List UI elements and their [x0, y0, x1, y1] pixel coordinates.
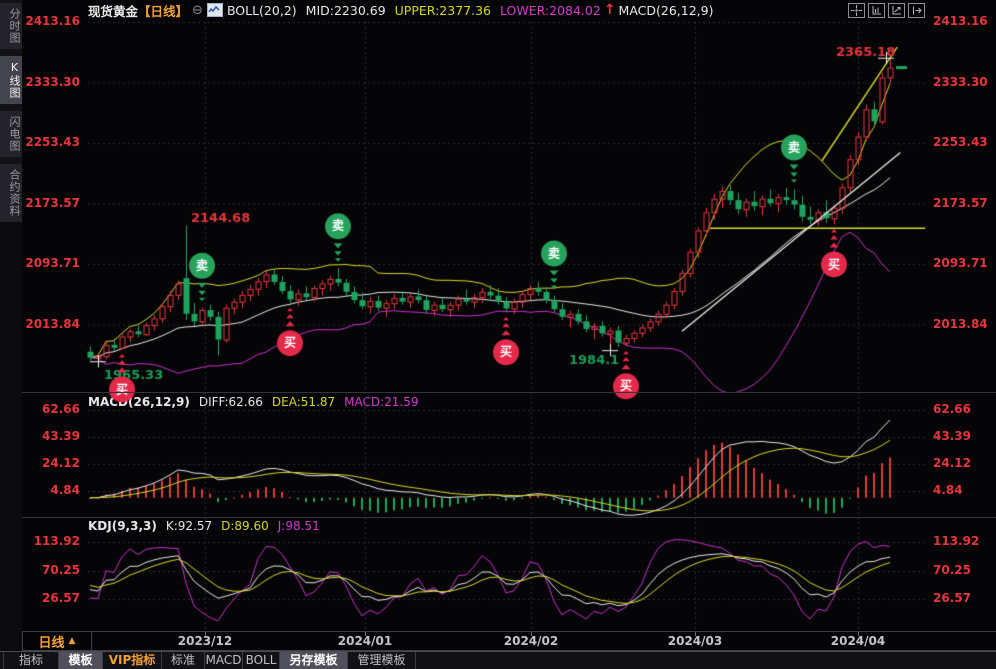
boll-lower-value: LOWER:2084.02: [499, 2, 601, 18]
bottom-tab-templates[interactable]: 模板: [59, 652, 103, 669]
x-axis-month-label: 2024/01: [337, 634, 393, 648]
axis-label: 62.66: [933, 402, 971, 416]
axis-label: 2413.16: [933, 14, 988, 28]
axis-label: 62.66: [42, 402, 80, 416]
x-axis-month-label: 2024/02: [503, 634, 559, 648]
bottom-tab-indicators[interactable]: 指标: [3, 652, 59, 669]
axis-label: 70.25: [933, 563, 971, 577]
x-axis-tick: [365, 632, 366, 636]
bottom-toolbar: 指标 模板 VIP指标 标准 MACD BOLL 另存模板 管理模板: [0, 651, 996, 669]
axis-label: 2093.71: [933, 256, 988, 270]
axis-label: 24.12: [42, 456, 80, 470]
x-axis-tick: [531, 632, 532, 636]
period-tag: 【日线】: [138, 3, 189, 19]
up-arrow-icon: ↑: [603, 2, 616, 18]
sidebar-strip: [0, 0, 22, 216]
x-axis-month-label: 2023/12: [177, 634, 233, 648]
macd-kdj-divider[interactable]: [22, 517, 996, 518]
symbol-title: 现货黄金: [88, 3, 139, 19]
axis-label: 2173.57: [933, 195, 988, 210]
axis-label: 43.39: [42, 429, 80, 443]
triangle-up-icon: ▲: [68, 636, 76, 646]
axis-label: 26.57: [933, 591, 971, 605]
boll-mid-value: MID:2230.69: [305, 2, 386, 18]
sidebar-tab-flash-chart[interactable]: 闪电图: [0, 111, 22, 157]
bottom-tab-vip-indicators[interactable]: VIP指标: [103, 652, 162, 669]
x-axis-month-label: 2024/04: [830, 634, 886, 648]
main-macd-divider[interactable]: [22, 392, 996, 393]
axis-label: 2013.84: [933, 316, 988, 331]
boll-upper-value: UPPER:2377.36: [394, 2, 491, 18]
axis-chart-tool-icon[interactable]: [868, 3, 885, 18]
boll-param-label[interactable]: BOLL(20,2): [226, 2, 297, 18]
bottom-tab-save-template[interactable]: 另存模板: [280, 652, 348, 669]
axis-label: 4.84: [933, 483, 963, 497]
axis-arrow-tool-icon[interactable]: [888, 3, 905, 18]
bottom-tab-boll[interactable]: BOLL: [243, 652, 280, 669]
axis-label: 2173.57: [25, 195, 80, 210]
axis-label: 2333.30: [933, 74, 988, 89]
axis-label: 2413.16: [25, 14, 80, 28]
x-axis-row: 日线 ▲ 2023/12 2024/01 2024/02 2024/03 2024/04: [22, 631, 996, 651]
x-axis-tick: [205, 632, 206, 636]
crosshair-tool-icon[interactable]: [848, 3, 865, 18]
axis-label: 2253.43: [933, 135, 988, 149]
sidebar-tab-kline-chart[interactable]: K线图: [0, 56, 22, 104]
axis-label: 2253.43: [25, 135, 80, 149]
sidebar-tabs: 分时图 K线图闪电图合约资料: [0, 3, 22, 222]
axis-label: 4.84: [50, 483, 80, 497]
macd-param-label[interactable]: MACD(26,12,9): [618, 2, 714, 18]
axis-label: 70.25: [42, 563, 80, 577]
left-sidebar: 分时图 K线图闪电图合约资料: [0, 0, 22, 651]
bottom-tab-manage-templates[interactable]: 管理模板: [348, 652, 416, 669]
axis-label: 43.39: [933, 429, 971, 443]
period-selector[interactable]: 日线 ▲: [22, 632, 92, 651]
axis-label: 26.57: [42, 591, 80, 605]
bottom-tab-standard[interactable]: 标准: [162, 652, 205, 669]
period-label: 日线: [38, 635, 65, 651]
chart-toolbar-icons: [848, 3, 925, 18]
x-axis-month-label: 2024/03: [667, 634, 723, 648]
mini-chart-icon[interactable]: [206, 3, 223, 17]
x-axis-tick: [695, 632, 696, 636]
axis-label: 2333.30: [25, 74, 80, 89]
popout-tool-icon[interactable]: [908, 3, 925, 18]
collapse-icon[interactable]: ⊖: [192, 2, 203, 18]
axis-label: 2093.71: [25, 256, 80, 270]
sidebar-tab-time-chart[interactable]: 分时图: [0, 3, 22, 49]
axis-label: 113.92: [33, 534, 80, 548]
sidebar-tab-contract-info[interactable]: 合约资料: [0, 164, 22, 222]
chart-header: 现货黄金 【日线】 ⊖ BOLL(20,2) MID:2230.69 UPPER…: [22, 0, 996, 20]
bottom-tab-macd[interactable]: MACD: [205, 652, 243, 669]
axis-label: 113.92: [933, 534, 980, 548]
x-axis-tick: [858, 632, 859, 636]
axis-label: 24.12: [933, 456, 971, 470]
axis-label: 2013.84: [25, 316, 80, 331]
